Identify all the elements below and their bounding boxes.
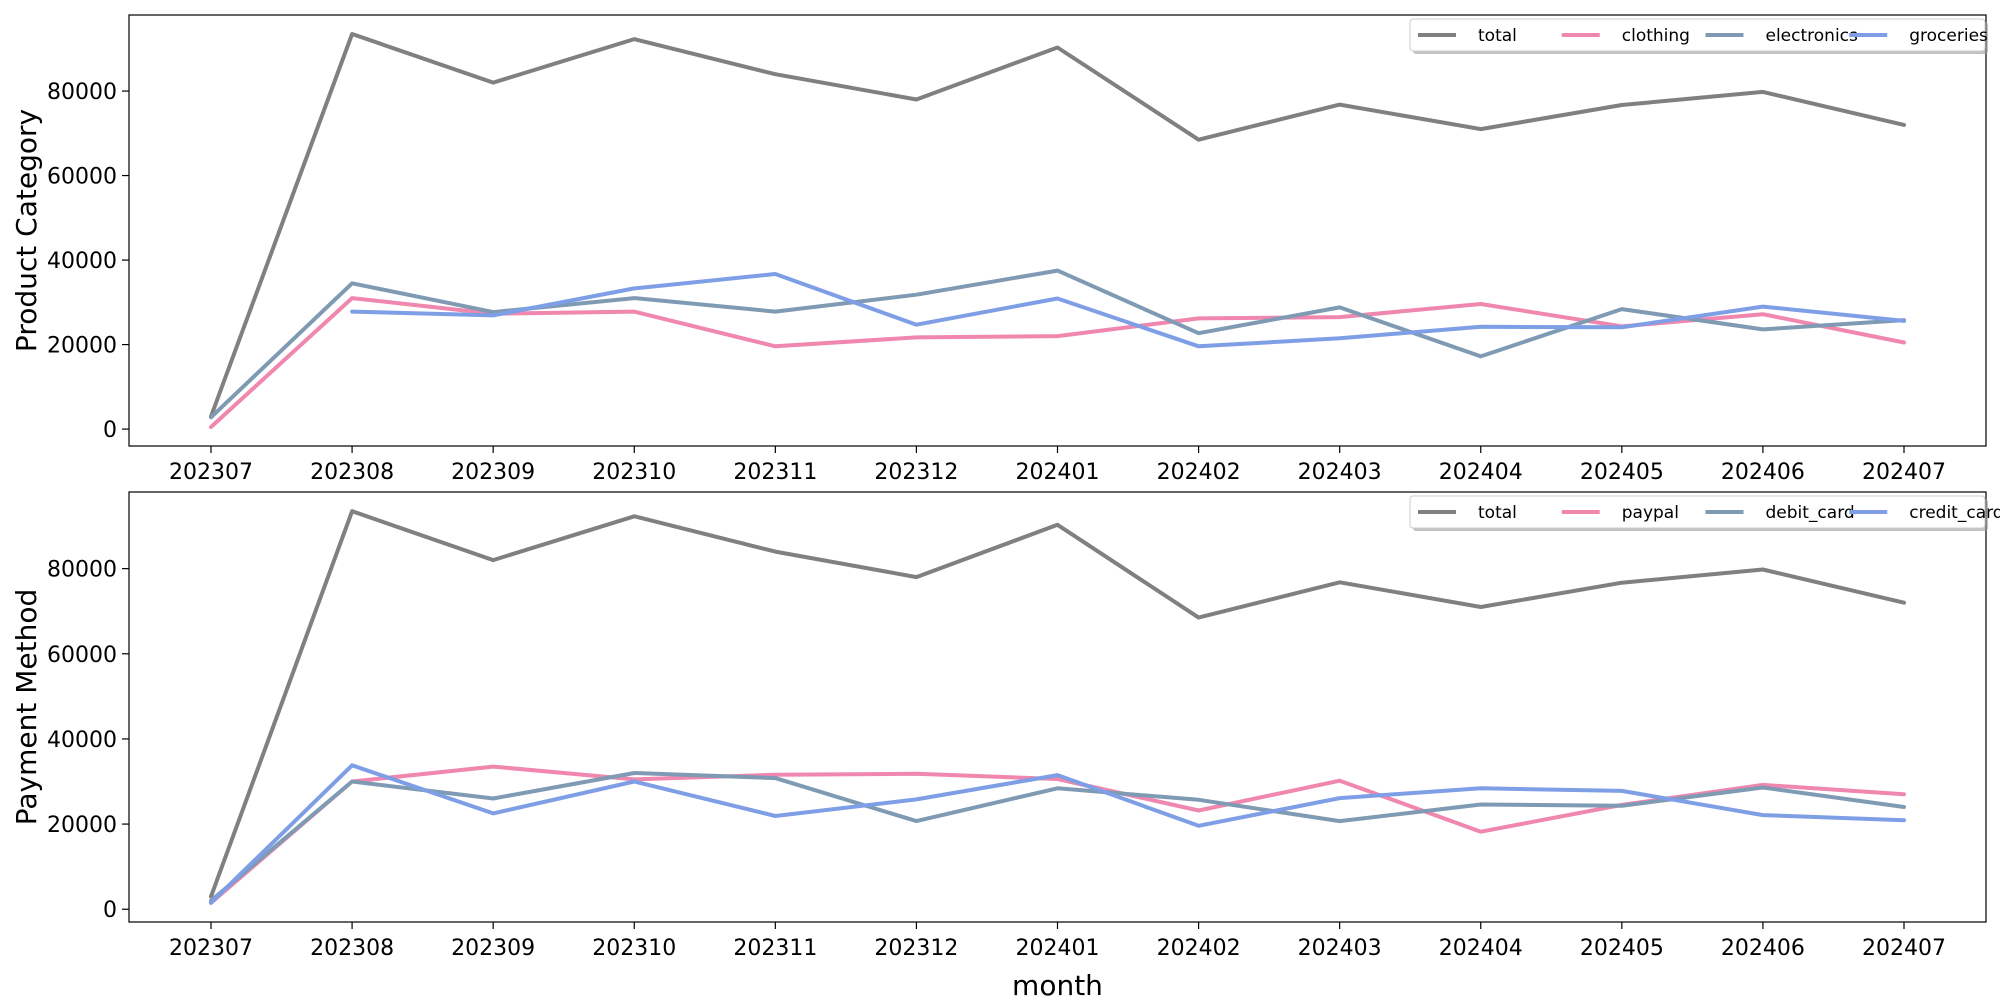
plot-frame [128,491,1987,923]
x-tick-label: 202401 [1016,936,1100,961]
x-tick-label: 202403 [1298,460,1382,485]
series-line-total [209,32,1906,419]
x-tick-label: 202309 [451,460,535,485]
x-tick-label: 202310 [592,936,676,961]
x-tick-label: 202308 [310,460,394,485]
y-tick-label: 20000 [47,813,117,838]
legend-label-electronics: electronics [1766,26,1859,46]
legend-label-groceries: groceries [1909,26,1988,46]
x-tick-label: 202405 [1580,460,1664,485]
y-axis-label: Product Category [10,109,43,352]
chart-panel-2: 0 20000 40000 60000 80000 202307 202308 202309 2… [10,491,2000,1000]
series-line-debit_card [209,771,1906,903]
x-tick-label: 202312 [874,936,958,961]
x-tick-label: 202312 [874,460,958,485]
legend-box [1409,495,1986,529]
x-tick-label: 202403 [1298,936,1382,961]
x-tick-label: 202404 [1439,936,1523,961]
legend-label-clothing: clothing [1622,26,1690,46]
series-line-electronics [209,268,1906,420]
x-tick-label: 202402 [1157,460,1241,485]
y-tick-label: 40000 [47,728,117,753]
x-tick-label: 202405 [1580,936,1664,961]
series-line-total [209,509,1906,899]
legend-label-credit_card: credit_card [1909,503,2000,523]
y-tick-label: 40000 [47,249,117,274]
y-tick-label: 0 [103,418,117,443]
y-axis-label: Payment Method [10,589,43,826]
x-tick-label: 202309 [451,936,535,961]
x-tick-label: 202307 [169,460,253,485]
y-tick-label: 0 [103,898,117,923]
x-tick-label: 202404 [1439,460,1523,485]
y-tick-label: 80000 [47,80,117,105]
y-tick-label: 20000 [47,334,117,359]
legend-box [1409,18,1986,52]
chart-panel-1: 0 20000 40000 60000 80000 202307 202308 202309 2… [10,14,1988,485]
x-tick-label: 202308 [310,936,394,961]
x-tick-label: 202406 [1721,460,1805,485]
series-line-clothing [209,296,1906,429]
series-line-credit_card [209,763,1906,905]
y-tick-label: 60000 [47,643,117,668]
series-line-groceries [350,272,1906,349]
legend-label-total: total [1478,26,1517,46]
x-tick-label: 202311 [733,936,817,961]
legend: total clothing electronics groceries [1409,18,1988,54]
legend-label-paypal: paypal [1622,503,1679,523]
x-tick-label: 202406 [1721,936,1805,961]
x-tick-label: 202311 [733,460,817,485]
x-axis-label: month [1012,969,1103,1000]
legend-label-total: total [1478,503,1517,523]
y-tick-label: 80000 [47,558,117,583]
plot-frame [128,14,1987,447]
x-tick-label: 202407 [1862,936,1946,961]
legend-label-debit_card: debit_card [1766,503,1855,523]
x-tick-label: 202402 [1157,936,1241,961]
x-tick-label: 202401 [1016,460,1100,485]
y-tick-label: 60000 [47,165,117,190]
x-tick-label: 202407 [1862,460,1946,485]
legend: total paypal debit_card credit_card [1409,495,2000,531]
x-tick-label: 202310 [592,460,676,485]
x-tick-label: 202307 [169,936,253,961]
